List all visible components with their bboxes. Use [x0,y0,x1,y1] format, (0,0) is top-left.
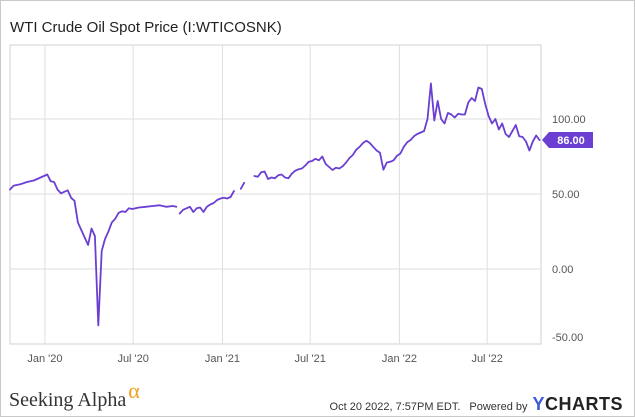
x-tick-label: Jul '20 [117,353,148,365]
chart-title: WTI Crude Oil Spot Price (I:WTICOSNK) [10,19,282,36]
y-tick-label: 50.00 [552,189,580,201]
ycharts-logo[interactable]: YCHARTS [532,394,623,414]
timestamp: Oct 20 2022, 7:57PM EDT. [329,401,461,413]
x-tick-label: Jan '20 [27,353,62,365]
powered-by-label: Powered by [469,401,528,413]
seeking-alpha-logo[interactable]: Seeking Alphaα [9,378,140,412]
x-tick-label: Jan '22 [382,353,417,365]
x-tick-label: Jan '21 [205,353,240,365]
x-tick-label: Jul '21 [294,353,325,365]
series-line [253,82,541,180]
last-value-badge [542,132,593,148]
y-tick-label: 100.00 [552,114,586,126]
seeking-alpha-wordmark: Seeking Alpha [9,389,127,411]
y-tick-label: 0.00 [552,264,573,276]
chart-footer: Oct 20 2022, 7:57PM EDT. Powered by YCHA… [330,394,623,415]
series-line [178,190,235,215]
x-tick-label: Jul '22 [471,353,502,365]
series-line [9,173,178,327]
y-tick-label: -50.00 [552,332,583,344]
last-value-label: 86.00 [557,135,585,147]
alpha-mark-icon: α [128,378,140,403]
series-line [239,181,246,190]
